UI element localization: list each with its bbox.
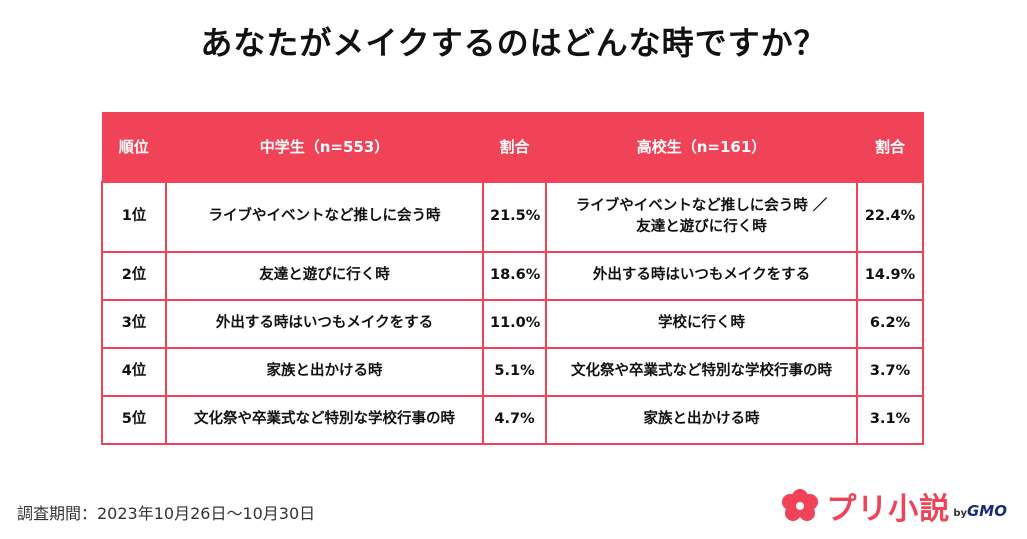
middle-pct-cell: 21.5% <box>482 181 547 253</box>
high-pct-cell: 22.4% <box>856 181 924 253</box>
high-answer-line: 友達と遊びに行く時 <box>636 219 767 235</box>
header-high-school: 高校生（n=161） <box>546 112 858 182</box>
rank-cell: 3位 <box>101 299 167 349</box>
header-middle-school: 中学生（n=553） <box>166 112 484 182</box>
brand-name: プリ小説 <box>826 492 951 527</box>
high-answer-cell: 文化祭や卒業式など特別な学校行事の時 <box>545 347 858 397</box>
header-middle-pct: 割合 <box>483 112 547 182</box>
page-title: あなたがメイクするのはどんな時ですか？ <box>200 24 827 62</box>
brand-by: by <box>953 507 967 519</box>
survey-period: 調査期間：2023年10月26日〜10月30日 <box>17 504 316 523</box>
brand-logo: プリ小説 by GMO <box>778 484 1007 528</box>
flower-logo-icon <box>782 489 819 521</box>
high-pct-cell: 14.9% <box>856 251 924 301</box>
table-row: 4位 家族と出かける時 5.1% 文化祭や卒業式など特別な学校行事の時 3.7% <box>101 347 924 397</box>
rank-cell: 2位 <box>101 251 167 301</box>
middle-answer-cell: 文化祭や卒業式など特別な学校行事の時 <box>165 395 484 445</box>
high-pct-cell: 3.7% <box>856 347 924 397</box>
high-pct-cell: 6.2% <box>856 299 924 349</box>
table-row: 5位 文化祭や卒業式など特別な学校行事の時 4.7% 家族と出かける時 3.1% <box>101 395 924 445</box>
rank-cell: 4位 <box>101 347 167 397</box>
header-rank: 順位 <box>102 112 167 182</box>
high-answer-cell: 外出する時はいつもメイクをする <box>545 251 858 301</box>
middle-pct-cell: 18.6% <box>482 251 547 301</box>
high-answer-cell: ライブやイベントなど推しに会う時 ／ 友達と遊びに行く時 <box>545 181 858 253</box>
middle-pct-cell: 5.1% <box>482 347 547 397</box>
middle-answer-cell: 外出する時はいつもメイクをする <box>165 299 484 349</box>
high-answer-line: ライブやイベントなど推しに会う時 ／ <box>575 197 828 214</box>
rank-cell: 5位 <box>101 395 167 445</box>
middle-answer-cell: 友達と遊びに行く時 <box>165 251 484 301</box>
high-pct-cell: 3.1% <box>856 395 924 445</box>
brand-company: GMO <box>967 502 1007 520</box>
middle-pct-cell: 4.7% <box>482 395 547 445</box>
rank-cell: 1位 <box>101 181 167 253</box>
high-answer-cell: 学校に行く時 <box>545 299 858 349</box>
table-row: 3位 外出する時はいつもメイクをする 11.0% 学校に行く時 6.2% <box>101 299 924 349</box>
table-row: 1位 ライブやイベントなど推しに会う時 21.5% ライブやイベントなど推しに会… <box>101 181 924 253</box>
table-header-row: 順位 中学生（n=553） 割合 高校生（n=161） 割合 <box>102 112 924 182</box>
middle-pct-cell: 11.0% <box>482 299 547 349</box>
high-answer-cell: 家族と出かける時 <box>545 395 858 445</box>
middle-answer-cell: 家族と出かける時 <box>165 347 484 397</box>
table-row: 2位 友達と遊びに行く時 18.6% 外出する時はいつもメイクをする 14.9% <box>101 251 924 301</box>
header-high-pct: 割合 <box>857 112 924 182</box>
ranking-table: 順位 中学生（n=553） 割合 高校生（n=161） 割合 1位 ライブやイベ… <box>101 112 924 445</box>
middle-answer-cell: ライブやイベントなど推しに会う時 <box>165 181 484 253</box>
